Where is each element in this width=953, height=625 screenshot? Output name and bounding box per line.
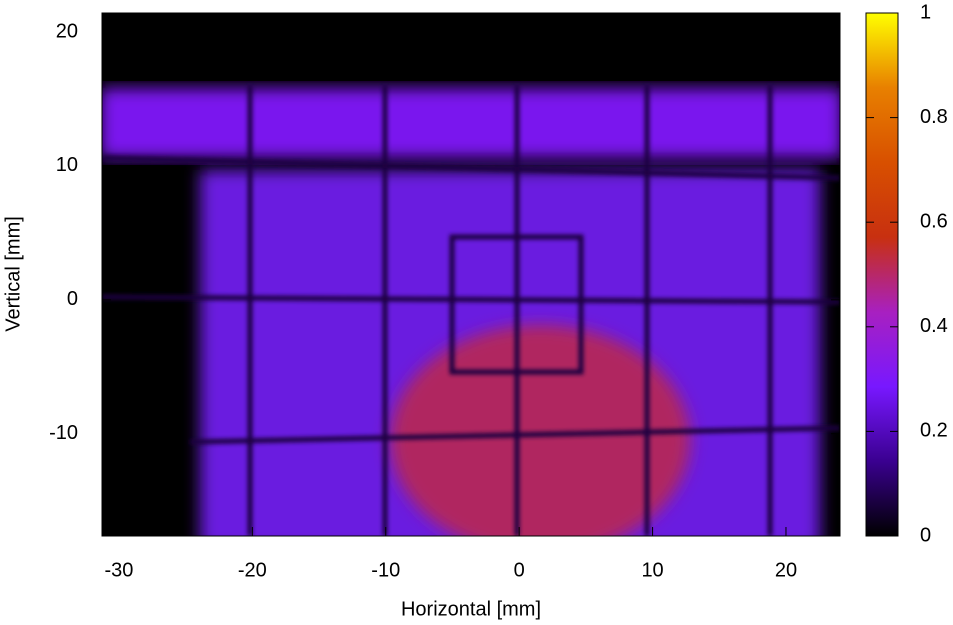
y-tick-label: 0 — [67, 288, 78, 310]
x-axis-label: Horizontal [mm] — [401, 598, 541, 620]
colorbar — [865, 12, 899, 537]
y-tick-label: 20 — [56, 20, 78, 42]
y-tick-label: -10 — [49, 422, 78, 444]
colorbar-tick-label: 0 — [920, 524, 931, 546]
y-axis-label: Vertical [mm] — [2, 216, 24, 332]
heatmap-image — [102, 13, 840, 536]
x-tick-label: 20 — [775, 559, 797, 581]
x-tick-label: 10 — [641, 559, 663, 581]
colorbar-tick-label: 0.8 — [920, 106, 948, 128]
colorbar-tick-label: 1 — [920, 1, 931, 23]
x-tick-label: -20 — [238, 559, 267, 581]
x-tick-label: 0 — [514, 559, 525, 581]
colorbar-tick-label: 0.4 — [920, 315, 948, 337]
y-tick-label: 10 — [56, 154, 78, 176]
plot-frame — [101, 12, 841, 537]
colorbar-tick-label: 0.2 — [920, 420, 948, 442]
colorbar-tick-label: 0.6 — [920, 210, 948, 232]
x-tick-label: -10 — [371, 559, 400, 581]
x-tick-label: -30 — [104, 559, 133, 581]
